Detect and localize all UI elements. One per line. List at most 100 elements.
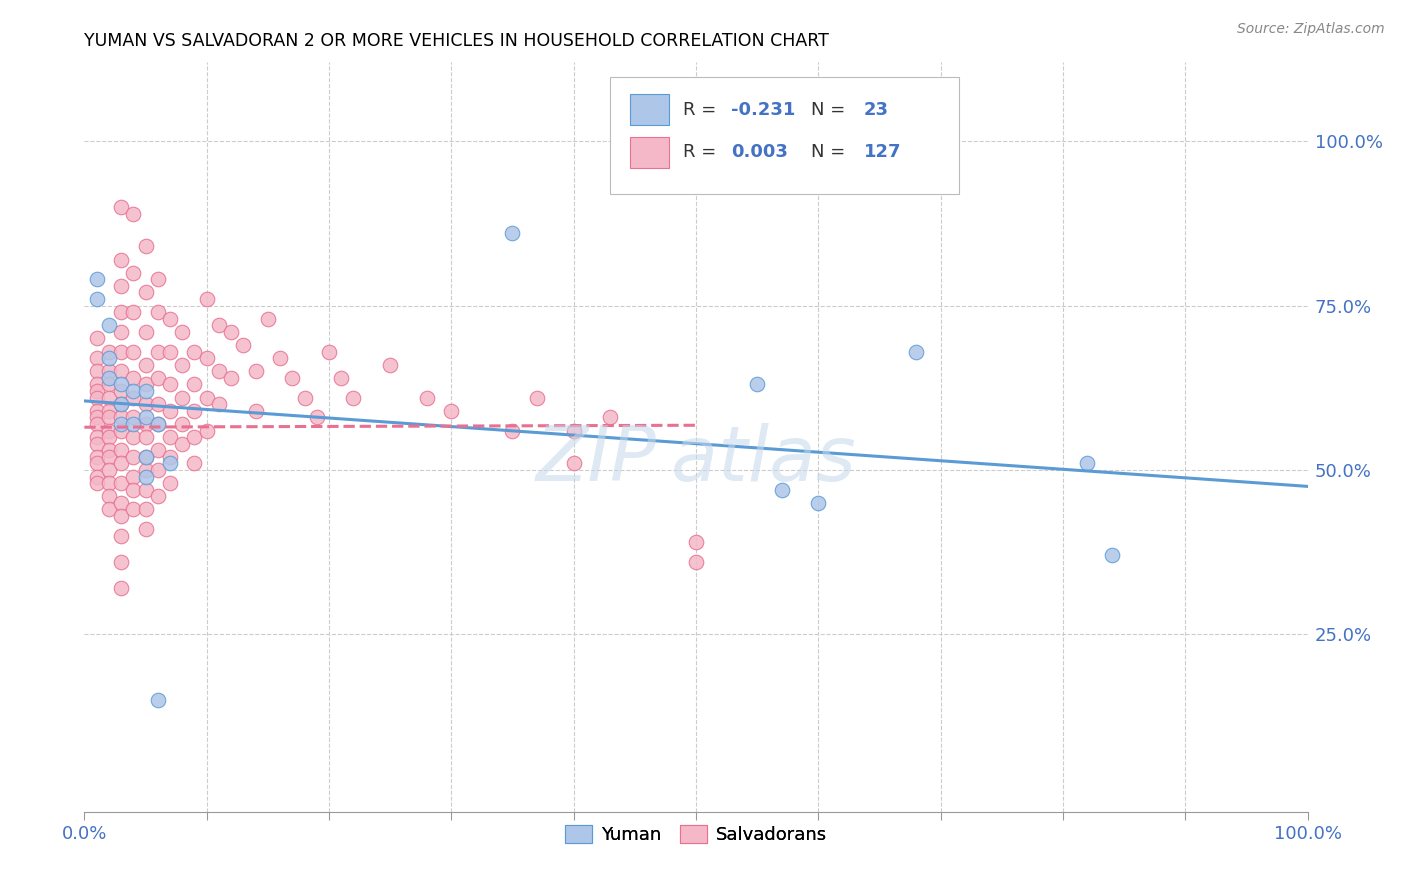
Point	[146, 417, 169, 431]
Point	[135, 358, 157, 372]
Point	[416, 391, 439, 405]
Point	[122, 502, 145, 516]
Text: 23: 23	[863, 101, 889, 119]
Point	[219, 325, 242, 339]
Point	[86, 456, 108, 470]
Point	[97, 364, 120, 378]
Point	[135, 285, 157, 300]
Point	[159, 430, 181, 444]
Point	[159, 476, 181, 491]
Point	[502, 227, 524, 241]
Point	[110, 279, 132, 293]
Point	[122, 266, 145, 280]
Point	[1101, 549, 1123, 563]
Point	[245, 364, 267, 378]
Point	[122, 417, 145, 431]
Point	[86, 331, 108, 345]
Point	[172, 358, 194, 372]
Point	[183, 377, 205, 392]
Point	[86, 476, 108, 491]
Point	[159, 450, 181, 464]
Point	[110, 529, 132, 543]
Point	[122, 391, 145, 405]
Point	[208, 397, 231, 411]
Point	[122, 371, 145, 385]
Point	[330, 371, 353, 385]
Point	[110, 397, 132, 411]
Point	[135, 450, 157, 464]
Point	[135, 469, 157, 483]
Point	[97, 489, 120, 503]
Point	[146, 489, 169, 503]
Point	[97, 463, 120, 477]
Text: 127: 127	[863, 144, 901, 161]
Point	[122, 305, 145, 319]
Point	[122, 410, 145, 425]
Point	[183, 344, 205, 359]
Point	[122, 430, 145, 444]
Point	[159, 311, 181, 326]
Point	[172, 325, 194, 339]
Point	[122, 344, 145, 359]
Point	[135, 377, 157, 392]
Point	[110, 252, 132, 267]
Point	[232, 338, 254, 352]
Legend: Yuman, Salvadorans: Yuman, Salvadorans	[558, 818, 834, 851]
Point	[97, 318, 120, 333]
Text: YUMAN VS SALVADORAN 2 OR MORE VEHICLES IN HOUSEHOLD CORRELATION CHART: YUMAN VS SALVADORAN 2 OR MORE VEHICLES I…	[84, 32, 830, 50]
Point	[86, 384, 108, 398]
Point	[807, 496, 830, 510]
Point	[440, 404, 463, 418]
Point	[219, 371, 242, 385]
Point	[86, 430, 108, 444]
Text: Source: ZipAtlas.com: Source: ZipAtlas.com	[1237, 22, 1385, 37]
Point	[97, 410, 120, 425]
Point	[135, 325, 157, 339]
Point	[146, 371, 169, 385]
Point	[195, 292, 218, 306]
FancyBboxPatch shape	[610, 78, 959, 194]
Point	[110, 364, 132, 378]
Point	[305, 410, 328, 425]
Text: -0.231: -0.231	[731, 101, 796, 119]
Point	[86, 391, 108, 405]
Point	[342, 391, 364, 405]
Point	[97, 371, 120, 385]
Point	[146, 693, 169, 707]
Point	[97, 351, 120, 366]
Point	[526, 391, 548, 405]
Point	[122, 469, 145, 483]
Point	[86, 410, 108, 425]
Point	[1076, 456, 1098, 470]
Point	[257, 311, 280, 326]
Text: R =: R =	[682, 144, 721, 161]
Point	[86, 292, 108, 306]
Point	[195, 351, 218, 366]
Point	[86, 450, 108, 464]
Point	[135, 502, 157, 516]
Point	[110, 581, 132, 595]
Point	[905, 344, 928, 359]
Text: 0.003: 0.003	[731, 144, 789, 161]
Point	[86, 272, 108, 286]
Point	[86, 364, 108, 378]
Point	[135, 410, 157, 425]
Point	[97, 344, 120, 359]
Point	[135, 430, 157, 444]
Point	[86, 377, 108, 392]
Point	[122, 384, 145, 398]
Point	[110, 496, 132, 510]
Point	[86, 436, 108, 450]
Point	[122, 483, 145, 497]
Point	[135, 522, 157, 536]
Point	[562, 456, 585, 470]
Point	[502, 424, 524, 438]
Point	[110, 344, 132, 359]
Point	[97, 424, 120, 438]
Point	[110, 410, 132, 425]
Point	[183, 430, 205, 444]
Point	[172, 391, 194, 405]
Point	[146, 443, 169, 458]
Point	[135, 384, 157, 398]
Point	[183, 404, 205, 418]
